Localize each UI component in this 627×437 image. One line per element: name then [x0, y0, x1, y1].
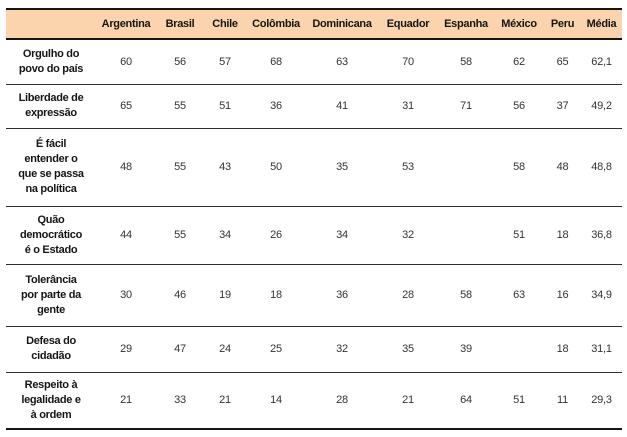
cell: 49,2 [581, 84, 622, 129]
cell: 19 [204, 264, 246, 327]
cell: 60 [96, 39, 156, 85]
table-row: Orgulho do povo do país 60 56 57 68 63 70 58 62 6… [6, 39, 622, 85]
cell: 51 [494, 206, 544, 265]
cell: 58 [438, 39, 494, 85]
cell: 48 [544, 128, 581, 207]
cell: 32 [306, 326, 378, 373]
row-label: É fácil entender o que se passa na polít… [6, 128, 96, 207]
cell: 43 [204, 128, 246, 207]
row-label: Liberdade de expressão [6, 84, 96, 129]
column-header: Espanha [438, 8, 494, 40]
cell [438, 128, 494, 207]
cell: 55 [156, 84, 204, 129]
cell: 21 [204, 372, 246, 430]
cell: 34 [204, 206, 246, 265]
column-header: Chile [204, 8, 246, 40]
column-header: Brasil [156, 8, 204, 40]
table-row: Tolerância por parte da gente 30 46 19 18 36 2… [6, 264, 622, 327]
cell: 55 [156, 128, 204, 207]
cell: 33 [156, 372, 204, 430]
cell: 62 [494, 39, 544, 85]
cell: 48,8 [581, 128, 622, 207]
row-label: Defesa do cidadão [6, 326, 96, 373]
row-label: Tolerância por parte da gente [6, 264, 96, 327]
column-header: México [494, 8, 544, 40]
cell: 30 [96, 264, 156, 327]
cell: 35 [378, 326, 438, 373]
cell [438, 206, 494, 265]
cell: 18 [544, 206, 581, 265]
cell: 51 [204, 84, 246, 129]
table-row: Liberdade de expressão 65 55 51 36 41 31 71 56 37… [6, 84, 622, 129]
table-row: Respeito à legalidade e à ordem 21 33 21 14 2… [6, 372, 622, 430]
cell: 58 [438, 264, 494, 327]
cell: 24 [204, 326, 246, 373]
cell: 21 [378, 372, 438, 430]
cell: 36,8 [581, 206, 622, 265]
cell: 41 [306, 84, 378, 129]
column-header: Equador [378, 8, 438, 40]
cell: 63 [494, 264, 544, 327]
cell: 62,1 [581, 39, 622, 85]
cell: 28 [378, 264, 438, 327]
cell: 56 [494, 84, 544, 129]
cell: 14 [246, 372, 306, 430]
row-label: Quão democrático é o Estado [6, 206, 96, 265]
cell [494, 326, 544, 373]
cell: 18 [544, 326, 581, 373]
cell: 48 [96, 128, 156, 207]
cell: 16 [544, 264, 581, 327]
cell: 71 [438, 84, 494, 129]
cell: 51 [494, 372, 544, 430]
cell: 32 [378, 206, 438, 265]
cell: 68 [246, 39, 306, 85]
cell: 64 [438, 372, 494, 430]
cell: 53 [378, 128, 438, 207]
cell: 55 [156, 206, 204, 265]
table-row: É fácil entender o que se passa na polít… [6, 128, 622, 207]
cell: 34,9 [581, 264, 622, 327]
survey-results-table: Argentina Brasil Chile Colômbia Dominicana Eq… [6, 8, 622, 430]
cell: 56 [156, 39, 204, 85]
corner-cell [6, 8, 96, 40]
header-row: Argentina Brasil Chile Colômbia Dominicana Eq… [6, 8, 622, 40]
cell: 18 [246, 264, 306, 327]
cell: 29 [96, 326, 156, 373]
cell: 65 [544, 39, 581, 85]
cell: 31,1 [581, 326, 622, 373]
cell: 36 [246, 84, 306, 129]
cell: 50 [246, 128, 306, 207]
cell: 21 [96, 372, 156, 430]
column-header: Peru [544, 8, 581, 40]
cell: 29,3 [581, 372, 622, 430]
table-row: Defesa do cidadão 29 47 24 25 32 35 39 18 31,1 [6, 326, 622, 373]
cell: 65 [96, 84, 156, 129]
row-label: Orgulho do povo do país [6, 39, 96, 85]
cell: 28 [306, 372, 378, 430]
column-header: Média [581, 8, 622, 40]
cell: 58 [494, 128, 544, 207]
cell: 37 [544, 84, 581, 129]
row-label: Respeito à legalidade e à ordem [6, 372, 96, 430]
column-header: Colômbia [246, 8, 306, 40]
cell: 63 [306, 39, 378, 85]
cell: 36 [306, 264, 378, 327]
cell: 34 [306, 206, 378, 265]
cell: 26 [246, 206, 306, 265]
cell: 39 [438, 326, 494, 373]
column-header: Dominicana [306, 8, 378, 40]
cell: 31 [378, 84, 438, 129]
cell: 25 [246, 326, 306, 373]
column-header: Argentina [96, 8, 156, 40]
cell: 57 [204, 39, 246, 85]
cell: 11 [544, 372, 581, 430]
cell: 46 [156, 264, 204, 327]
cell: 44 [96, 206, 156, 265]
cell: 70 [378, 39, 438, 85]
cell: 47 [156, 326, 204, 373]
table-row: Quão democrático é o Estado 44 55 34 26 34 32 5… [6, 206, 622, 265]
cell: 35 [306, 128, 378, 207]
